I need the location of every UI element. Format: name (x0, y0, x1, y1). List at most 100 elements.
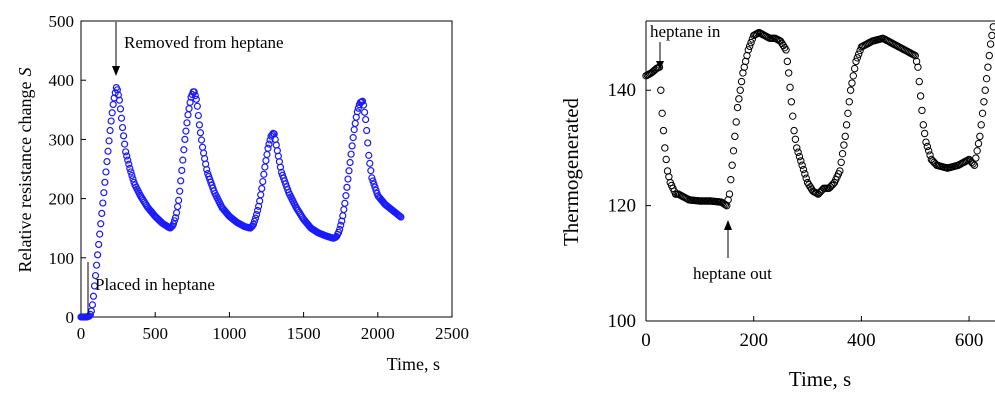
data-point (337, 221, 345, 229)
data-point (91, 271, 100, 280)
data-point (122, 148, 130, 156)
data-point (257, 191, 265, 199)
data-point (360, 108, 369, 116)
data-point (364, 139, 372, 147)
data-point (98, 209, 106, 217)
data-point (659, 126, 668, 135)
data-point (250, 217, 259, 225)
data-point (116, 105, 125, 113)
data-point (797, 157, 805, 165)
data-point (105, 137, 113, 145)
data-point (744, 46, 753, 54)
data-point (104, 147, 112, 155)
data-point (95, 240, 103, 249)
data-point (347, 150, 355, 158)
data-point (348, 142, 356, 150)
data-point (249, 220, 258, 228)
data-point (371, 183, 379, 191)
data-point (780, 43, 789, 52)
data-point (980, 98, 988, 106)
data-point (976, 132, 984, 141)
data-point (362, 115, 370, 124)
data-point (119, 132, 128, 140)
data-point (123, 152, 131, 160)
heptane-in-annotation: heptane in (650, 22, 721, 41)
y-tick-label: 100 (608, 311, 637, 332)
data-point (973, 147, 981, 155)
data-point (366, 159, 374, 167)
data-point (359, 101, 368, 109)
data-point (261, 163, 269, 171)
data-point (661, 144, 669, 152)
data-point (350, 126, 358, 134)
data-point (853, 54, 862, 62)
data-point (802, 174, 810, 182)
data-point (258, 184, 266, 193)
data-point (351, 119, 359, 128)
data-point (365, 151, 373, 159)
data-point (121, 140, 129, 148)
x-tick-label: 2500 (435, 324, 469, 343)
y-tick-label: 100 (49, 249, 75, 268)
data-point (343, 183, 351, 191)
data-point (918, 106, 926, 115)
data-point (345, 167, 353, 175)
data-point (986, 40, 995, 48)
thermogenerated-chart: 0 200 400 600 100 120 140 Time, s Thermogener… (559, 20, 995, 391)
data-point (342, 192, 350, 200)
data-point (846, 86, 855, 94)
data-point (346, 158, 354, 167)
data-point (191, 91, 199, 100)
data-point (977, 121, 985, 129)
data-point (836, 167, 844, 175)
data-point (259, 177, 267, 186)
y-axis-ticks: 100 120 140 (608, 80, 651, 332)
data-point (919, 121, 928, 129)
data-point (180, 146, 188, 154)
data-point (253, 206, 262, 215)
data-point (747, 38, 755, 47)
data-point (92, 261, 101, 269)
data-point (115, 96, 124, 104)
placed-annotation: Placed in heptane (95, 275, 215, 294)
data-point (177, 177, 185, 185)
data-point (795, 152, 804, 161)
data-point (107, 117, 115, 125)
data-point (103, 158, 111, 166)
data-point (985, 51, 993, 60)
y-axis-ticks: 0 100 200 300 400 500 (49, 12, 86, 327)
data-point (97, 220, 105, 228)
data-point (988, 31, 995, 40)
data-point (344, 175, 352, 183)
data-point (396, 212, 404, 220)
data-point (662, 155, 670, 164)
data-point (118, 123, 127, 132)
data-point (126, 164, 134, 173)
data-point (264, 144, 272, 152)
data-point (276, 163, 285, 171)
data-point (397, 213, 405, 221)
data-point (101, 178, 109, 186)
data-point (838, 149, 847, 158)
data-point (840, 141, 848, 149)
data-point (195, 121, 204, 129)
data-point (989, 23, 995, 31)
data-point (657, 86, 665, 94)
data-point (263, 150, 271, 159)
data-point (974, 139, 983, 148)
removed-annotation: Removed from heptane (124, 33, 284, 52)
data-point (845, 98, 853, 106)
x-tick-label: 1500 (287, 324, 321, 343)
data-point (192, 95, 200, 103)
data-point (789, 112, 797, 120)
x-axis-ticks: 0 200 400 600 (641, 316, 983, 351)
data-point (915, 77, 923, 86)
data-point (784, 69, 793, 77)
data-point (850, 64, 859, 73)
data-point (727, 175, 735, 184)
data-point (109, 100, 117, 109)
data-point (786, 83, 794, 92)
data-point (658, 109, 666, 118)
data-point (89, 292, 98, 300)
